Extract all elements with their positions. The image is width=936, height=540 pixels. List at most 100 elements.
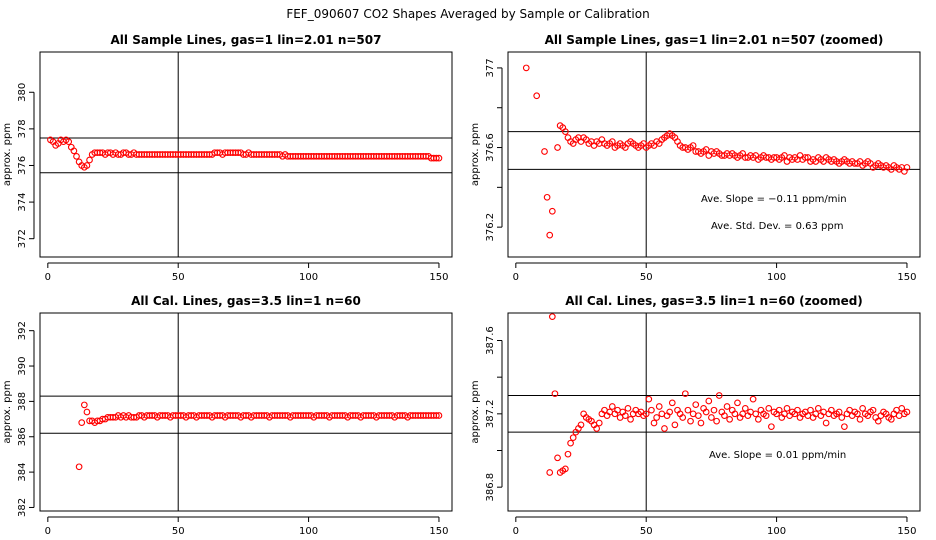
y-tick-label: 388 <box>17 392 28 411</box>
data-point <box>689 142 697 149</box>
plot-frame <box>507 312 921 512</box>
data-point <box>546 469 554 476</box>
data-point <box>562 128 569 135</box>
data-point <box>655 403 663 410</box>
panel-title: All Sample Lines, gas=1 lin=2.01 n=507 (… <box>545 33 884 47</box>
data-point <box>741 404 749 412</box>
data-point <box>86 156 93 164</box>
data-point <box>577 421 585 429</box>
data-point <box>775 406 783 414</box>
data-point <box>624 404 632 412</box>
data-point <box>648 406 655 414</box>
y-tick-label: 378 <box>17 119 28 138</box>
x-tick-label: 100 <box>767 272 786 283</box>
data-point <box>569 434 577 442</box>
data-point <box>715 392 723 399</box>
data-point <box>595 419 603 427</box>
x-tick-label: 50 <box>640 526 653 537</box>
panel-1: All Sample Lines, gas=1 lin=2.01 n=507 0 5… <box>2 33 453 283</box>
data-point <box>533 92 541 100</box>
data-point <box>83 162 91 169</box>
data-point <box>814 404 822 412</box>
data-point <box>75 463 83 471</box>
data-point <box>522 64 530 72</box>
data-point <box>859 404 866 412</box>
y-tick-label: 380 <box>17 83 28 102</box>
panel-4: All Cal. Lines, gas=3.5 lin=1 n=60 (zoom… <box>470 294 921 537</box>
data-point <box>705 397 713 405</box>
data-point <box>546 231 554 239</box>
data-point <box>564 450 572 458</box>
x-tick-label: 100 <box>299 272 318 283</box>
data-point <box>754 415 762 423</box>
panel-2: All Sample Lines, gas=1 lin=2.01 n=507 (… <box>470 33 921 283</box>
data-point <box>768 423 775 431</box>
data-point <box>734 399 741 407</box>
y-tick-label: 376 <box>17 156 28 175</box>
x-tick-label: 150 <box>897 526 916 537</box>
data-point <box>650 419 658 427</box>
data-point <box>681 390 689 398</box>
stat-annotation: Ave. Slope = 0.01 ppm/min <box>709 450 846 461</box>
stat-annotation: Ave. Slope = −0.11 ppm/min <box>701 194 847 205</box>
data-point <box>692 401 700 409</box>
data-point <box>65 138 73 146</box>
data-point <box>695 412 702 420</box>
data-point <box>433 412 440 419</box>
data-point <box>697 419 705 427</box>
data-point <box>554 454 561 462</box>
y-tick-label: 384 <box>17 463 28 482</box>
data-point <box>713 417 720 425</box>
plot-frame <box>39 51 453 258</box>
y-tick-label: 392 <box>17 321 28 340</box>
data-point <box>551 390 559 398</box>
data-point <box>642 410 650 418</box>
data-point <box>903 408 911 416</box>
data-point <box>807 406 814 414</box>
panel-title: All Cal. Lines, gas=3.5 lin=1 n=60 <box>131 294 361 308</box>
data-point <box>83 408 91 416</box>
y-tick-label: 386 <box>17 427 28 446</box>
panel-title: All Sample Lines, gas=1 lin=2.01 n=507 <box>111 33 382 47</box>
data-point <box>723 403 731 410</box>
y-tick-label: 390 <box>17 356 28 375</box>
data-point <box>794 406 801 414</box>
x-tick-label: 50 <box>172 526 185 537</box>
data-point <box>765 404 773 412</box>
data-point <box>679 414 687 421</box>
plot-frame <box>39 312 453 512</box>
data-point <box>749 395 757 403</box>
data-point <box>435 412 443 419</box>
data-point <box>548 313 556 321</box>
y-tick-label: 386.8 <box>485 473 496 502</box>
data-point <box>562 465 569 473</box>
x-tick-label: 0 <box>513 272 519 283</box>
series-points <box>522 64 911 239</box>
data-point <box>838 414 846 421</box>
data-point <box>666 408 674 416</box>
stat-annotation: Ave. Std. Dev. = 0.63 ppm <box>711 221 843 232</box>
data-point <box>668 399 676 407</box>
data-point <box>78 419 86 426</box>
y-tick-label: 387.6 <box>485 326 496 355</box>
x-tick-label: 100 <box>299 526 318 537</box>
data-point <box>801 154 809 161</box>
data-point <box>661 425 668 432</box>
data-point <box>70 147 78 155</box>
data-point <box>783 404 791 412</box>
data-point <box>627 415 634 423</box>
data-point <box>645 395 653 403</box>
x-tick-label: 50 <box>172 272 185 283</box>
data-point <box>554 144 561 151</box>
data-point <box>708 414 715 421</box>
data-point <box>887 415 895 423</box>
data-point <box>827 406 835 414</box>
data-point <box>684 406 692 414</box>
data-point <box>541 148 548 155</box>
data-point <box>721 412 728 420</box>
x-tick-label: 150 <box>429 272 448 283</box>
y-axis-label: approx. ppm <box>2 380 13 443</box>
data-point <box>433 154 440 162</box>
y-tick-label: 387.2 <box>485 400 496 429</box>
